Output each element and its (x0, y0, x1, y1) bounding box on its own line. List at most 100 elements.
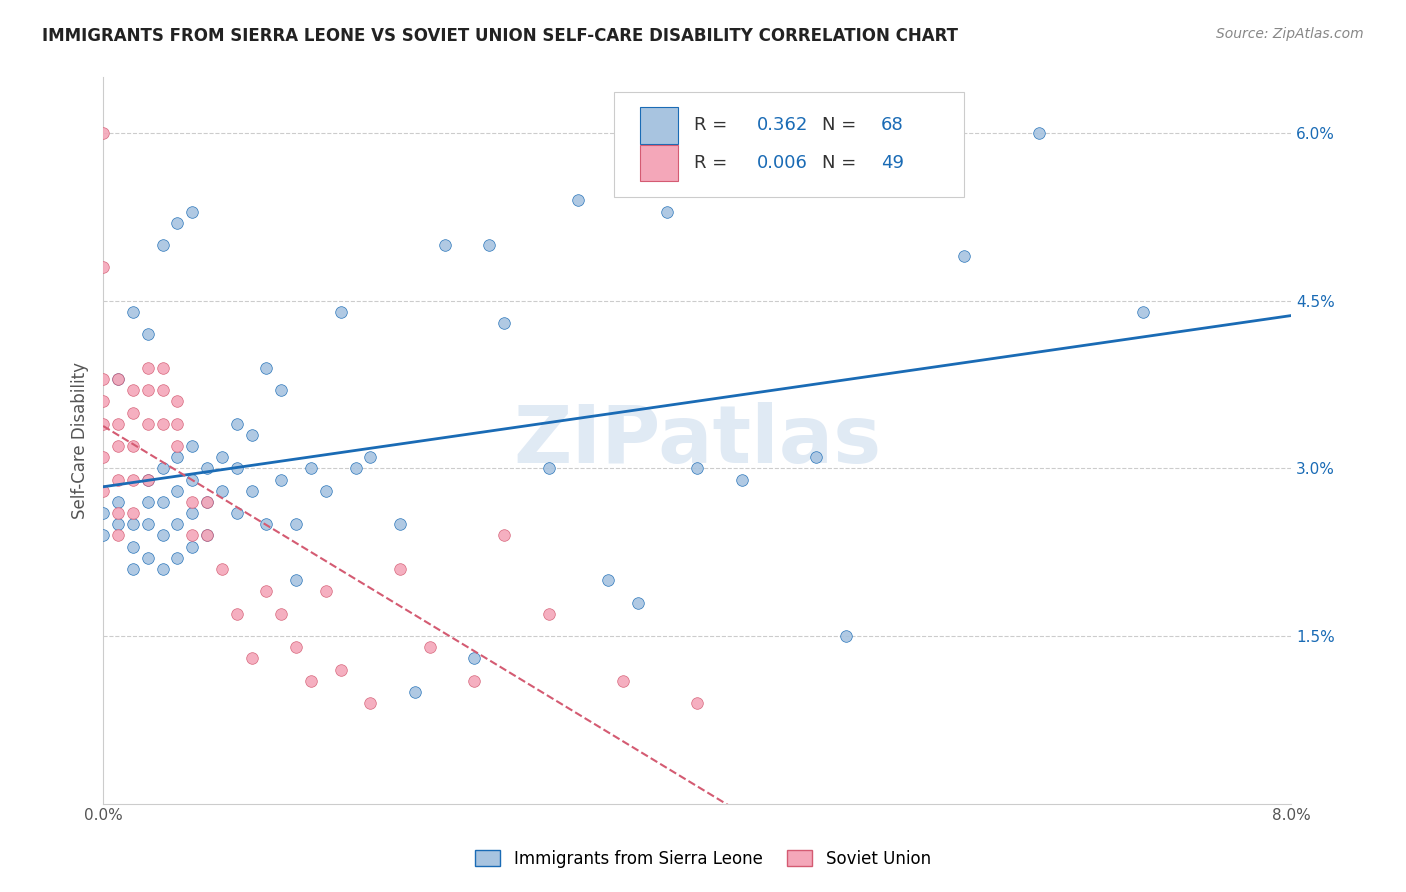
Point (107, 528, 129, 542)
Point (136, 473, 159, 487)
Point (107, 417, 129, 431)
Point (91, 126, 114, 140)
Point (240, 428, 263, 442)
Point (359, 696, 381, 710)
Point (166, 550, 188, 565)
Point (211, 450, 233, 465)
Point (195, 495, 218, 509)
Point (299, 673, 322, 688)
Point (107, 517, 129, 532)
Point (152, 384, 174, 398)
Point (166, 216, 188, 230)
Point (91, 483, 114, 498)
Point (91, 528, 114, 542)
Point (389, 562, 412, 576)
Point (195, 528, 218, 542)
Point (136, 473, 159, 487)
FancyBboxPatch shape (640, 107, 678, 144)
Point (91, 450, 114, 465)
Point (152, 461, 174, 475)
Point (834, 629, 856, 643)
FancyBboxPatch shape (614, 92, 965, 197)
Point (181, 473, 204, 487)
Point (121, 384, 143, 398)
Point (256, 517, 278, 532)
Point (627, 595, 650, 609)
Point (121, 473, 143, 487)
Point (463, 673, 485, 688)
Point (492, 528, 515, 542)
Point (136, 550, 159, 565)
Point (107, 372, 129, 386)
Point (1132, 305, 1154, 319)
Point (121, 406, 143, 420)
Point (181, 540, 204, 554)
Point (270, 607, 292, 621)
FancyBboxPatch shape (640, 145, 678, 181)
Point (107, 473, 129, 487)
Text: N =: N = (821, 116, 856, 135)
Point (121, 517, 143, 532)
Point (181, 506, 204, 520)
Point (121, 439, 143, 453)
Point (1028, 126, 1050, 140)
Point (152, 562, 174, 576)
Point (166, 417, 188, 431)
Point (804, 450, 827, 465)
Point (537, 607, 560, 621)
Point (195, 461, 218, 475)
Point (270, 384, 292, 398)
Point (492, 316, 515, 330)
Point (91, 417, 114, 431)
Point (612, 673, 634, 688)
Point (329, 663, 352, 677)
Point (225, 417, 247, 431)
Text: R =: R = (693, 154, 727, 172)
Point (152, 238, 174, 252)
Text: 49: 49 (882, 154, 904, 172)
Point (359, 450, 381, 465)
Point (730, 473, 752, 487)
Point (537, 461, 560, 475)
Point (152, 360, 174, 375)
Point (211, 483, 233, 498)
Point (136, 417, 159, 431)
Point (433, 238, 456, 252)
Point (240, 483, 263, 498)
Text: 0.362: 0.362 (756, 116, 808, 135)
Point (225, 461, 247, 475)
Point (299, 461, 322, 475)
Point (121, 305, 143, 319)
Point (240, 651, 263, 665)
Text: 0.006: 0.006 (756, 154, 807, 172)
Point (953, 249, 976, 263)
Point (121, 540, 143, 554)
Point (121, 562, 143, 576)
Point (136, 327, 159, 342)
Point (225, 607, 247, 621)
Point (463, 651, 485, 665)
Point (166, 450, 188, 465)
Point (166, 394, 188, 409)
Point (686, 461, 709, 475)
Point (136, 517, 159, 532)
Point (107, 439, 129, 453)
Point (152, 528, 174, 542)
Point (121, 506, 143, 520)
Point (315, 584, 337, 599)
Point (166, 483, 188, 498)
Point (211, 562, 233, 576)
Text: N =: N = (821, 154, 856, 172)
Point (166, 517, 188, 532)
Text: ZIPatlas: ZIPatlas (513, 401, 882, 480)
Text: 68: 68 (882, 116, 904, 135)
Point (107, 372, 129, 386)
Point (195, 495, 218, 509)
Point (404, 685, 426, 699)
Point (107, 506, 129, 520)
Point (136, 495, 159, 509)
Text: Source: ZipAtlas.com: Source: ZipAtlas.com (1216, 27, 1364, 41)
Point (285, 640, 308, 655)
Point (285, 517, 308, 532)
Point (285, 573, 308, 587)
